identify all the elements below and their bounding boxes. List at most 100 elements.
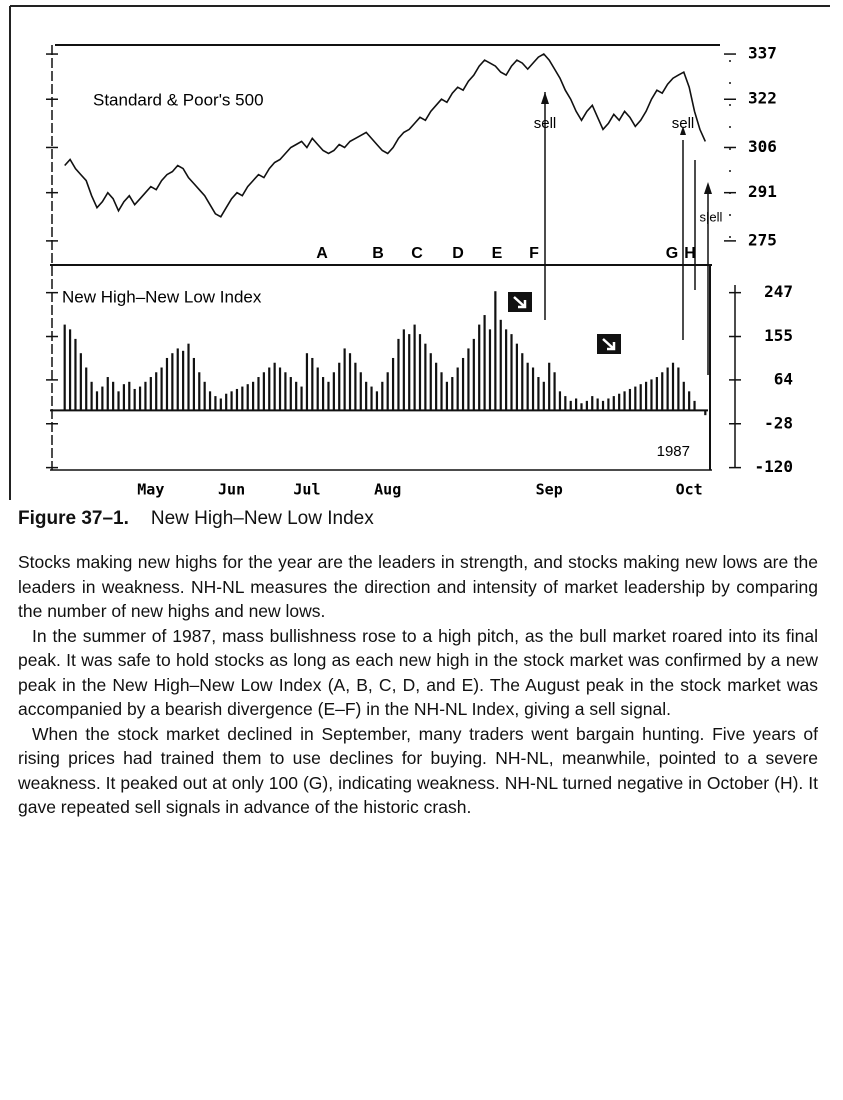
bar [289,377,292,411]
bar [273,362,276,411]
bar [262,372,265,411]
bar [456,367,459,411]
bar [596,398,599,411]
bar [138,386,142,411]
bar [628,388,632,411]
bar [208,391,212,411]
annotation-letter: D [452,245,464,262]
sell-label: s|ell [700,209,723,224]
annotation-letter: B [372,245,384,262]
bar [311,357,314,411]
bar [365,381,368,411]
bar [601,400,605,411]
sell-label: sell [534,115,557,132]
bar [488,329,492,411]
bar [461,357,465,411]
bar [413,324,416,411]
paragraph: In the summer of 1987, mass bullishness … [18,625,818,720]
bar [483,315,486,411]
bar [655,377,658,411]
bar [101,386,104,411]
bar [79,353,82,411]
bar [375,391,379,411]
bar [521,353,524,411]
bar [171,353,174,411]
bar [203,381,206,411]
bar [575,398,578,411]
bar [510,334,513,411]
annotation-letter: F [529,245,539,262]
x-tick-label: Aug [374,481,401,499]
bar [467,348,470,411]
bar [612,396,615,411]
bar [580,403,583,411]
chart: Standard & Poor's 500 New High–New Low I… [9,5,830,500]
annotation-letter: G [666,245,678,262]
bar [531,367,535,411]
bar [165,357,169,411]
bar [526,362,529,411]
y-tick-label: 322 [748,89,777,108]
bar [268,367,271,411]
bar [386,372,389,411]
bar [677,367,680,411]
bar [316,367,319,411]
bar [515,343,518,411]
arrow-head [704,182,712,194]
bar [321,377,325,411]
bar [241,386,244,411]
x-tick-label: Oct [676,481,703,499]
bar [548,362,551,411]
bar [284,372,287,411]
bar [160,367,163,411]
bar [445,381,449,411]
bar [671,362,675,411]
bar [704,410,707,416]
bar [435,362,438,411]
bar [122,384,126,411]
bar [370,386,373,411]
annotation-letter: C [411,245,423,262]
bar [128,381,131,411]
y-tick-label: 306 [748,137,777,156]
paragraph: Stocks making new highs for the year are… [18,552,818,621]
bar [74,338,77,411]
bar [219,398,222,411]
bar [553,372,556,411]
bar [198,372,201,411]
y-tick-label: 275 [748,230,777,249]
x-tick-label: Sep [536,481,563,499]
bar [424,343,427,411]
bar [343,348,346,411]
caption: Figure 37–1. New High–New Low Index [18,508,374,530]
bar [192,357,195,411]
bar [144,381,147,411]
bar [176,348,179,411]
year-label: 1987 [657,443,690,460]
bar [235,388,239,411]
bar [338,362,341,411]
bar [650,379,653,411]
bar [149,377,152,411]
bar [558,391,562,411]
arrow-head [680,126,686,135]
paragraph: When the stock market declined in Septem… [18,723,818,818]
bar [661,372,664,411]
bar [429,353,432,411]
bar [305,353,309,411]
bar [618,393,621,411]
bar [591,396,594,411]
annotation-letter: H [684,245,696,262]
bar [354,362,357,411]
bar [112,381,115,411]
annotation-letter: A [316,245,328,262]
bar [440,372,443,411]
bar [542,381,545,411]
bar [505,329,508,411]
bar [246,384,249,411]
bar [418,334,422,411]
arrow-icon [513,296,527,309]
bar [585,400,588,411]
bar [451,377,454,411]
